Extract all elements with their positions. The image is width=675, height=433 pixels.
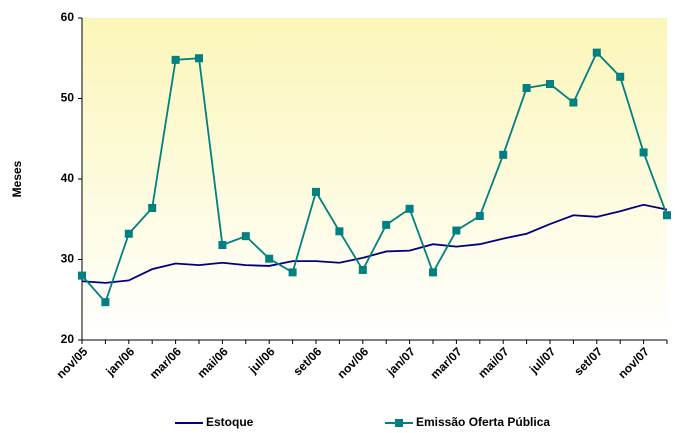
x-tick-label: set/07 — [571, 344, 605, 378]
marker — [616, 72, 625, 81]
marker — [218, 241, 227, 250]
marker — [499, 150, 508, 159]
marker — [475, 212, 484, 221]
marker — [546, 80, 554, 89]
plot-area — [82, 18, 667, 340]
x-tick-label: mar/07 — [427, 344, 464, 381]
x-tick-label: nov/06 — [334, 344, 371, 381]
series-line — [81, 203, 668, 284]
x-tick-label: jan/07 — [383, 344, 418, 379]
marker — [124, 229, 133, 238]
legend-label: Emissão Oferta Pública — [416, 415, 550, 429]
marker — [592, 48, 601, 57]
x-tick-label: nov/05 — [54, 344, 91, 381]
y-axis-label: Meses — [10, 160, 24, 197]
x-tick-label: mai/07 — [475, 344, 512, 381]
x-tick-label: set/06 — [290, 344, 324, 378]
marker — [101, 298, 110, 307]
legend-marker — [395, 419, 403, 427]
y-tick-label: 60 — [61, 10, 75, 24]
x-tick-label: jul/07 — [526, 344, 559, 377]
marker — [148, 203, 157, 212]
x-tick-label: jan/06 — [102, 344, 137, 379]
y-tick-label: 40 — [61, 171, 75, 185]
legend-label: Estoque — [206, 415, 254, 429]
x-tick-label: mai/06 — [194, 344, 231, 381]
marker — [382, 220, 391, 229]
marker — [663, 211, 671, 220]
marker — [78, 271, 86, 280]
marker — [405, 204, 414, 213]
marker — [569, 98, 578, 107]
marker — [265, 254, 274, 263]
y-tick-label: 50 — [61, 91, 75, 105]
y-tick-label: 20 — [61, 332, 75, 346]
marker — [452, 226, 461, 235]
marker — [335, 227, 344, 236]
x-tick-label: jul/06 — [245, 344, 278, 377]
marker — [288, 268, 297, 277]
marker — [522, 84, 531, 93]
marker — [358, 265, 367, 274]
marker — [241, 232, 250, 241]
marker — [171, 55, 180, 64]
marker — [312, 187, 320, 196]
marker — [429, 268, 437, 277]
marker — [639, 148, 648, 157]
x-tick-label: mar/06 — [147, 344, 184, 381]
x-tick-label: nov/07 — [615, 344, 652, 381]
marker — [195, 54, 203, 63]
y-tick-label: 30 — [61, 252, 75, 266]
